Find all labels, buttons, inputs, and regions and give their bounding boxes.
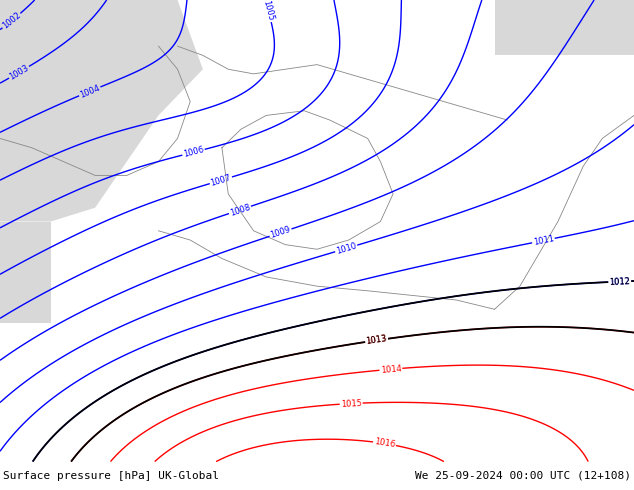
Text: 1010: 1010 [335, 241, 358, 256]
Text: 1013: 1013 [365, 334, 387, 346]
Text: 1015: 1015 [340, 398, 362, 409]
Text: 1009: 1009 [269, 225, 292, 240]
Polygon shape [495, 0, 634, 55]
Text: 1016: 1016 [373, 438, 396, 450]
Polygon shape [0, 0, 203, 221]
Text: 1011: 1011 [533, 234, 555, 247]
Text: 1004: 1004 [79, 83, 101, 99]
Polygon shape [0, 221, 51, 323]
Text: We 25-09-2024 00:00 UTC (12+108): We 25-09-2024 00:00 UTC (12+108) [415, 471, 631, 481]
Text: 1006: 1006 [182, 145, 205, 159]
Text: 1013: 1013 [365, 334, 387, 346]
Text: 1012: 1012 [609, 277, 630, 287]
Text: Surface pressure [hPa] UK-Global: Surface pressure [hPa] UK-Global [3, 471, 219, 481]
Text: 1003: 1003 [8, 63, 30, 81]
Text: 1008: 1008 [228, 202, 251, 218]
Text: 1014: 1014 [380, 364, 402, 375]
Text: 1002: 1002 [1, 11, 23, 31]
Text: 1007: 1007 [209, 173, 232, 188]
Text: 1005: 1005 [261, 0, 275, 22]
Text: 1012: 1012 [609, 277, 630, 287]
